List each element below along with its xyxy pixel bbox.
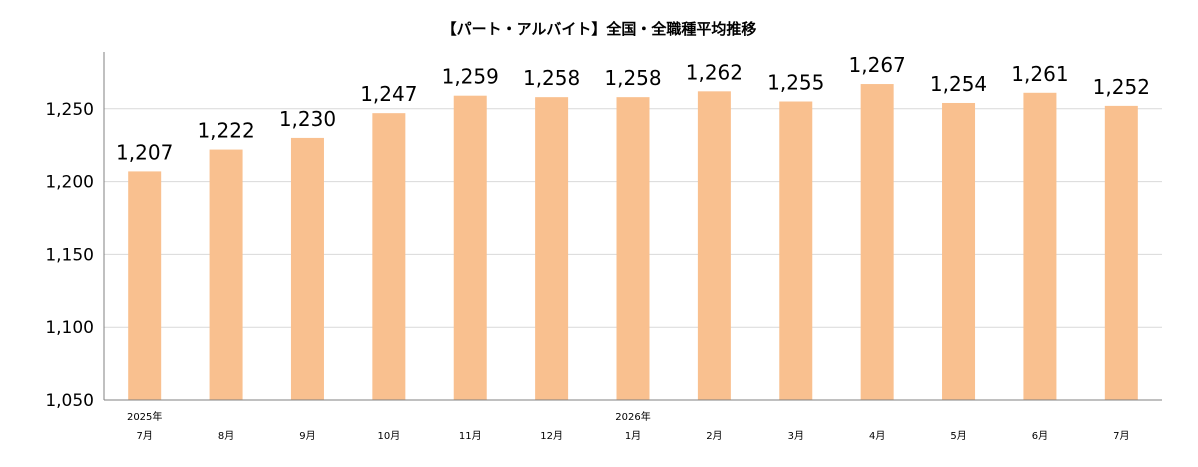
x-tick-label: 1月 (625, 430, 641, 442)
bar (779, 101, 813, 401)
bar (372, 113, 406, 400)
x-tick-year-label: 2025年 (127, 410, 162, 423)
x-tick-label: 10月 (377, 430, 400, 442)
bar (697, 91, 731, 400)
bar (1023, 92, 1057, 400)
bar (942, 102, 976, 400)
x-tick-label: 8月 (218, 430, 234, 442)
bar (290, 137, 324, 401)
x-tick-label: 9月 (299, 430, 315, 442)
data-label: 1,258 (604, 66, 661, 90)
chart-title: 【パート・アルバイト】全国・全職種平均推移 (441, 20, 757, 38)
data-label: 1,255 (767, 71, 824, 95)
bar (616, 97, 650, 400)
bar (209, 149, 243, 400)
x-tick-label: 2月 (706, 430, 722, 442)
x-tick-label: 11月 (459, 430, 482, 442)
data-label: 1,262 (686, 60, 743, 84)
y-tick-label: 1,100 (45, 318, 94, 338)
bar (535, 97, 569, 400)
x-tick-year-label: 2026年 (615, 410, 650, 423)
data-label: 1,261 (1011, 62, 1068, 86)
data-label: 1,247 (360, 82, 417, 106)
y-tick-label: 1,200 (45, 173, 94, 193)
x-tick-label: 7月 (1113, 430, 1129, 442)
data-label: 1,259 (442, 65, 499, 89)
data-label: 1,254 (930, 72, 987, 96)
x-tick-label: 4月 (869, 430, 885, 442)
data-label: 1,222 (197, 119, 254, 143)
data-label: 1,267 (849, 53, 906, 77)
data-label: 1,252 (1093, 75, 1150, 99)
bar (453, 95, 487, 401)
y-tick-label: 1,250 (45, 100, 94, 120)
x-tick-label: 7月 (137, 430, 153, 442)
data-label: 1,258 (523, 66, 580, 90)
x-tick-label: 3月 (788, 430, 804, 442)
y-tick-label: 1,050 (45, 391, 94, 411)
x-tick-label: 5月 (950, 430, 966, 442)
y-tick-label: 1,150 (45, 245, 94, 265)
data-label: 1,207 (116, 140, 173, 164)
x-tick-label: 12月 (540, 430, 563, 442)
x-tick-label: 6月 (1032, 430, 1048, 442)
bar (860, 84, 894, 400)
data-label: 1,230 (279, 107, 336, 131)
bar (1104, 105, 1138, 400)
bar (128, 171, 162, 400)
